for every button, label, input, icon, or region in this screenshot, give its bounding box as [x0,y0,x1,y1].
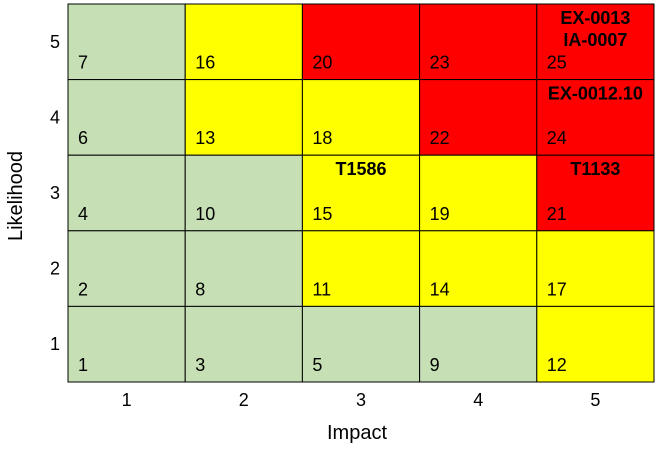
cell-score: 13 [195,128,215,148]
matrix-cell: 8 [184,230,303,307]
cell-technique-label: IA-0007 [563,30,627,50]
matrix-cell: 6 [67,79,186,156]
cell-score: 6 [78,128,88,148]
cell-score: 10 [195,204,215,224]
cell-fill [536,79,655,156]
cell-score: 1 [78,355,88,375]
cell-fill [67,230,186,307]
matrix-cell: 13 [184,79,303,156]
cell-fill [184,154,303,232]
matrix-cell: 24 EX-0012.10 [536,79,655,156]
y-tick-label: 2 [50,259,60,279]
matrix-cell: 14 [419,230,538,307]
cell-fill [184,3,303,81]
cell-score: 22 [430,128,450,148]
matrix-cell: 1 [67,305,186,383]
matrix-cell: 10 [184,154,303,232]
matrix-cell: 21 T1133 [536,154,655,232]
cell-score: 24 [547,128,567,148]
cell-fill [67,3,186,81]
matrix-cell: 22 [419,79,538,156]
matrix-cell: 20 [301,3,421,81]
cell-fill [301,305,421,383]
y-axis-title: Likelihood [5,151,27,241]
cell-score: 7 [78,53,88,73]
cell-fill [419,3,538,81]
y-tick-label: 5 [50,32,60,52]
cell-score: 5 [312,355,322,375]
y-tick-label: 1 [50,334,60,354]
matrix-cell: 7 [67,3,186,81]
cell-fill [184,305,303,383]
cell-technique-label: EX-0012.10 [548,84,643,104]
x-tick-label: 1 [122,390,132,410]
cell-score: 3 [195,355,205,375]
matrix-cell: 2 [67,230,186,307]
matrix-cell: 5 [301,305,421,383]
y-tick-label: 3 [50,183,60,203]
cell-fill [536,305,655,383]
cell-fill [419,230,538,307]
cell-score: 19 [430,204,450,224]
cell-technique-label: T1586 [335,159,386,179]
cell-score: 17 [547,279,567,299]
y-tick-label: 4 [50,107,60,127]
cell-fill [536,230,655,307]
cell-fill [67,79,186,156]
cell-score: 21 [547,204,567,224]
cell-score: 14 [430,279,450,299]
cell-fill [67,305,186,383]
matrix-cell: 18 [301,79,421,156]
cell-score: 20 [312,53,332,73]
matrix-cell: 4 [67,154,186,232]
cell-technique-label: T1133 [570,159,620,179]
cell-score: 16 [195,53,215,73]
cell-score: 8 [195,279,205,299]
cell-score: 18 [312,128,332,148]
matrix-cell: 19 [419,154,538,232]
matrix-cell: 3 [184,305,303,383]
cell-fill [536,3,655,81]
cell-score: 25 [547,53,567,73]
matrix-cell: 11 [301,230,421,307]
matrix-cell: 12 [536,305,655,383]
cell-score: 2 [78,279,88,299]
cell-technique-label: EX-0013 [560,8,630,28]
matrix-cell: 23 [419,3,538,81]
x-tick-label: 2 [239,390,249,410]
cell-score: 23 [430,53,450,73]
cell-fill [536,154,655,232]
x-tick-label: 5 [590,390,600,410]
matrix-cell: 17 [536,230,655,307]
cell-fill [419,154,538,232]
cell-score: 9 [430,355,440,375]
matrix-cell: 9 [419,305,538,383]
cell-score: 15 [312,204,332,224]
x-tick-label: 3 [356,390,366,410]
matrix-cell: 15 T1586 [301,154,421,232]
matrix-cell: 16 [184,3,303,81]
x-axis-title: Impact [327,422,387,444]
cell-fill [301,79,421,156]
cell-fill [301,3,421,81]
cell-fill [301,230,421,307]
cell-fill [184,230,303,307]
cell-fill [301,154,421,232]
cell-score: 12 [547,355,567,375]
cell-score: 11 [312,279,331,299]
cell-score: 4 [78,204,88,224]
x-tick-label: 4 [473,390,483,410]
